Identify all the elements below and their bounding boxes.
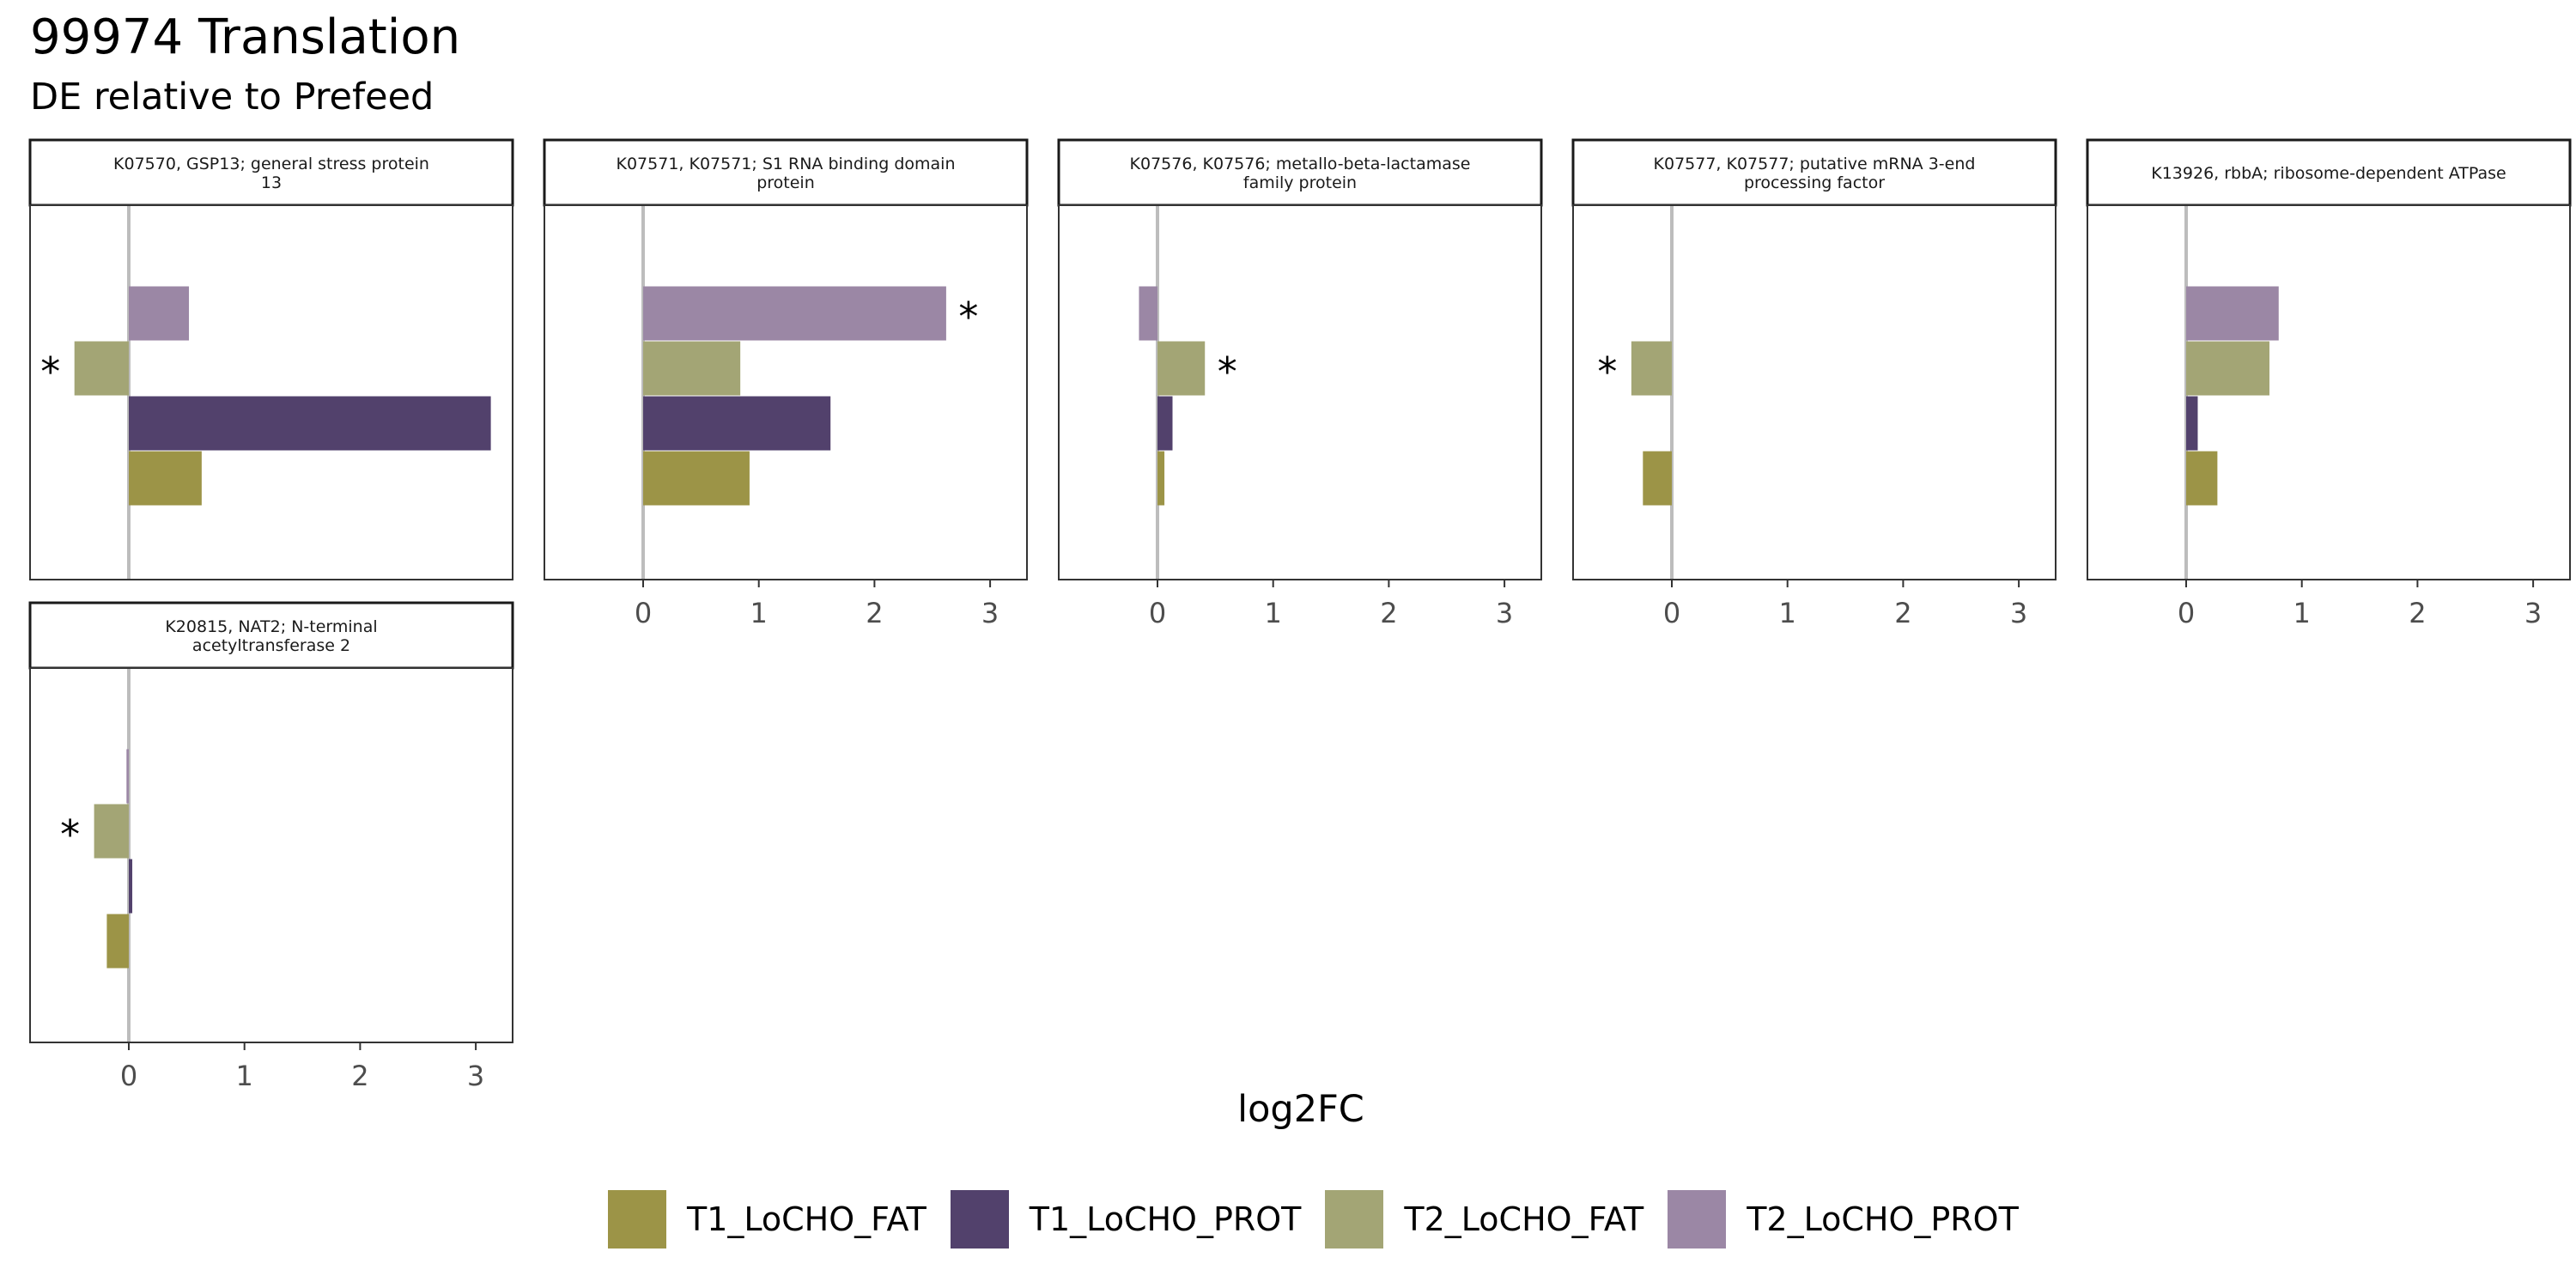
bar-T2_LoCHO_PROT — [126, 749, 129, 804]
legend-item: T1_LoCHO_PROT — [950, 1190, 1302, 1249]
facet-title: processing factor — [1744, 173, 1885, 192]
facet-title: K07570, GSP13; general stress protein — [113, 155, 429, 173]
x-axis-label: log2FC — [1237, 1088, 1364, 1131]
legend-label: T1_LoCHO_PROT — [1029, 1200, 1302, 1238]
x-tick-label: 1 — [236, 1060, 253, 1092]
chart-title: 99974 Translation — [30, 9, 461, 65]
legend-item: T2_LoCHO_FAT — [1325, 1190, 1643, 1249]
facet-title: acetyltransferase 2 — [192, 636, 350, 655]
bar-T1_LoCHO_FAT — [2186, 451, 2218, 506]
bar-T1_LoCHO_FAT — [1643, 451, 1672, 506]
legend-key — [1668, 1190, 1727, 1249]
bar-T2_LoCHO_PROT — [643, 286, 946, 341]
bar-T1_LoCHO_PROT — [129, 396, 491, 451]
legend: T1_LoCHO_FAT T1_LoCHO_PROT T2_LoCHO_FAT T2_… — [608, 1188, 2043, 1250]
bar-T2_LoCHO_FAT — [2186, 341, 2269, 396]
facet-title: K20815, NAT2; N-terminal — [165, 617, 377, 636]
bar-T2_LoCHO_FAT — [1157, 341, 1206, 396]
x-tick-label: 3 — [1496, 597, 1513, 629]
legend-label: T2_LoCHO_PROT — [1747, 1200, 2019, 1238]
x-tick-label: 1 — [750, 597, 768, 629]
x-tick-label: 3 — [2010, 597, 2027, 629]
bar-T1_LoCHO_FAT — [1157, 451, 1165, 506]
facet-title: K07576, K07576; metallo-beta-lactamase — [1130, 155, 1471, 173]
legend-item: T1_LoCHO_FAT — [608, 1190, 927, 1249]
bar-T1_LoCHO_PROT — [129, 859, 133, 914]
x-tick-label: 1 — [1779, 597, 1796, 629]
legend-item: T2_LoCHO_PROT — [1668, 1190, 2019, 1249]
bar-T1_LoCHO_FAT — [106, 914, 129, 969]
significance-star: * — [40, 349, 60, 395]
x-tick-label: 1 — [2293, 597, 2311, 629]
bar-T2_LoCHO_PROT — [129, 286, 190, 341]
significance-star: * — [1597, 349, 1617, 395]
x-tick-label: 1 — [1265, 597, 1282, 629]
x-tick-label: 0 — [1149, 597, 1166, 629]
bar-T2_LoCHO_FAT — [643, 341, 741, 396]
x-tick-label: 2 — [866, 597, 883, 629]
x-tick-label: 0 — [120, 1060, 137, 1092]
facet-title: protein — [756, 173, 815, 192]
bar-T1_LoCHO_PROT — [1157, 396, 1173, 451]
facet-strip — [1057, 138, 1543, 207]
legend-key — [608, 1190, 666, 1249]
bar-T2_LoCHO_PROT — [1139, 286, 1157, 341]
bar-T1_LoCHO_FAT — [129, 451, 202, 506]
bar-T1_LoCHO_PROT — [2186, 396, 2198, 451]
facet-title: K13926, rbbA; ribosome-dependent ATPase — [2151, 164, 2506, 183]
facet-title: K07577, K07577; putative mRNA 3-end — [1654, 155, 1976, 173]
panel-border — [2087, 204, 2571, 580]
legend-key — [1325, 1190, 1384, 1249]
x-tick-label: 0 — [635, 597, 652, 629]
significance-star: * — [60, 811, 80, 858]
facet-title: K07571, K07571; S1 RNA binding domain — [617, 155, 956, 173]
bar-T2_LoCHO_FAT — [74, 341, 129, 396]
x-tick-label: 0 — [1663, 597, 1680, 629]
x-tick-label: 2 — [1380, 597, 1397, 629]
x-tick-label: 2 — [2409, 597, 2426, 629]
bar-T1_LoCHO_PROT — [643, 396, 831, 451]
significance-star: * — [958, 294, 978, 340]
legend-label: T2_LoCHO_FAT — [1404, 1200, 1644, 1238]
legend-label: T1_LoCHO_FAT — [687, 1200, 927, 1238]
x-tick-label: 3 — [981, 597, 999, 629]
facet-strip — [28, 601, 514, 670]
facet-title: 13 — [261, 173, 282, 192]
x-tick-label: 2 — [1894, 597, 1911, 629]
x-tick-label: 3 — [2524, 597, 2542, 629]
panel-border — [1058, 204, 1542, 580]
facet-title: family protein — [1243, 173, 1357, 192]
panel-border — [544, 204, 1028, 580]
x-tick-label: 0 — [2178, 597, 2195, 629]
bar-T2_LoCHO_FAT — [1631, 341, 1672, 396]
legend-key — [950, 1190, 1009, 1249]
bar-T2_LoCHO_PROT — [2186, 286, 2279, 341]
facet-strip — [1571, 138, 2057, 207]
bar-T1_LoCHO_FAT — [643, 451, 750, 506]
x-tick-label: 2 — [351, 1060, 368, 1092]
bar-T2_LoCHO_FAT — [94, 804, 129, 859]
chart-subtitle: DE relative to Prefeed — [30, 76, 434, 118]
significance-star: * — [1218, 349, 1237, 395]
x-tick-label: 3 — [467, 1060, 484, 1092]
facet-strip — [543, 138, 1029, 207]
